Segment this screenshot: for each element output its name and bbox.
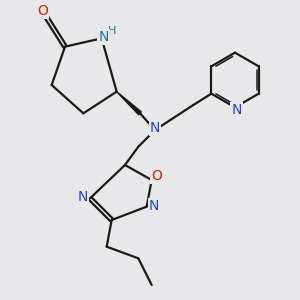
Text: N: N — [149, 199, 159, 213]
Text: N: N — [77, 190, 88, 204]
Text: O: O — [151, 169, 162, 183]
Polygon shape — [117, 92, 141, 115]
Text: N: N — [98, 30, 109, 44]
Text: H: H — [108, 26, 116, 36]
Text: O: O — [37, 4, 48, 18]
Text: N: N — [232, 103, 242, 117]
Text: N: N — [150, 121, 160, 135]
